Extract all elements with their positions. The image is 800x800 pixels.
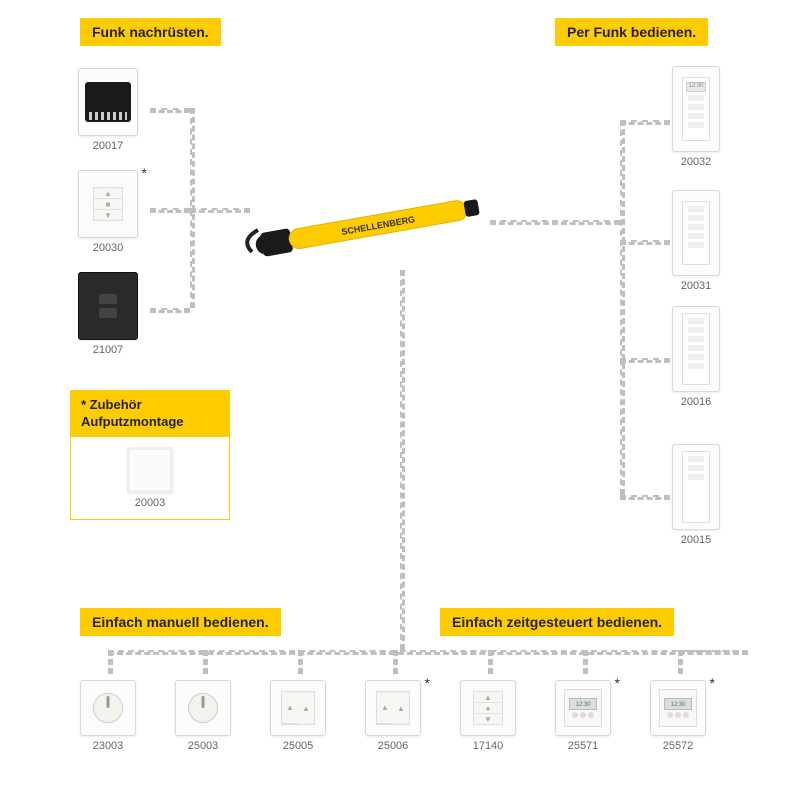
connector-line <box>620 120 625 495</box>
product-id: 25003 <box>175 740 231 752</box>
connector-line <box>490 220 620 225</box>
connector-line <box>150 308 190 313</box>
product-21007: 21007 <box>78 272 138 356</box>
accessory-title: * Zubehör Aufputzmontage <box>71 391 229 437</box>
heading-bottom-left: Einfach manuell bedienen. <box>80 608 281 636</box>
product-id: 25571 <box>555 740 611 752</box>
receiver-module-icon <box>78 68 138 136</box>
asterisk-icon: * <box>142 165 147 181</box>
product-25003: 25003 <box>175 680 231 752</box>
accessory-box: * Zubehör Aufputzmontage 20003 <box>70 390 230 520</box>
product-25005: ▲▲ 25005 <box>270 680 326 752</box>
product-20017: 20017 <box>78 68 138 152</box>
product-20032: 12:30 20032 <box>672 66 720 168</box>
wall-switch-icon: ▲■▼ * <box>78 170 138 238</box>
connector-line <box>400 270 405 650</box>
connector-line <box>298 650 303 674</box>
connector-line <box>678 650 683 674</box>
remote-timer-icon: 12:30 <box>672 66 720 152</box>
product-id: 20031 <box>672 280 720 292</box>
wall-switch-dark-icon <box>78 272 138 340</box>
tubular-motor: SCHELLENBERG <box>240 180 500 270</box>
product-20031: 20031 <box>672 190 720 292</box>
mounting-frame-icon <box>127 447 173 493</box>
connector-line <box>620 495 670 500</box>
asterisk-icon: * <box>615 675 620 691</box>
product-id: 23003 <box>80 740 136 752</box>
rotary-switch-icon <box>175 680 231 736</box>
connector-line <box>620 120 670 125</box>
product-id: 20032 <box>672 156 720 168</box>
connector-line <box>108 650 113 674</box>
product-id: 25006 <box>365 740 421 752</box>
product-id: 20015 <box>672 534 720 546</box>
rocker-switch-icon: ▲▲ <box>270 680 326 736</box>
rocker-switch-icon: ▲▲ * <box>365 680 421 736</box>
heading-top-left: Funk nachrüsten. <box>80 18 221 46</box>
product-id: 20030 <box>78 242 138 254</box>
product-id: 25572 <box>650 740 706 752</box>
asterisk-icon: * <box>710 675 715 691</box>
product-id: 20016 <box>672 396 720 408</box>
connector-line <box>678 650 748 653</box>
connector-line <box>620 240 670 245</box>
handheld-remote-icon <box>672 444 720 530</box>
product-id: 20003 <box>81 497 219 509</box>
heading-top-right: Per Funk bedienen. <box>555 18 708 46</box>
timer-switch-icon: 12:30 * <box>650 680 706 736</box>
accessory-title-line1: * Zubehör <box>81 397 142 412</box>
product-20016: 20016 <box>672 306 720 408</box>
product-25006: ▲▲ * 25006 <box>365 680 421 752</box>
remote-icon <box>672 190 720 276</box>
product-20015: 20015 <box>672 444 720 546</box>
connector-line <box>488 650 493 674</box>
product-20030: ▲■▼ * 20030 <box>78 170 138 254</box>
product-id: 21007 <box>78 344 138 356</box>
connector-line <box>203 650 208 674</box>
switch-icon: ▲●▼ <box>460 680 516 736</box>
connector-line <box>150 108 190 113</box>
product-id: 20017 <box>78 140 138 152</box>
connector-line <box>190 208 250 213</box>
connector-line <box>583 650 588 674</box>
product-25572: 12:30 * 25572 <box>650 680 706 752</box>
product-id: 17140 <box>460 740 516 752</box>
asterisk-icon: * <box>425 675 430 691</box>
connector-line <box>620 358 670 363</box>
heading-bottom-right: Einfach zeitgesteuert bedienen. <box>440 608 674 636</box>
connector-line <box>150 208 190 213</box>
product-25571: 12:30 * 25571 <box>555 680 611 752</box>
handheld-remote-icon <box>672 306 720 392</box>
product-id: 25005 <box>270 740 326 752</box>
timer-switch-icon: 12:30 * <box>555 680 611 736</box>
rotary-switch-icon <box>80 680 136 736</box>
connector-line <box>393 650 398 674</box>
product-17140: ▲●▼ 17140 <box>460 680 516 752</box>
product-23003: 23003 <box>80 680 136 752</box>
accessory-title-line2: Aufputzmontage <box>81 414 184 429</box>
